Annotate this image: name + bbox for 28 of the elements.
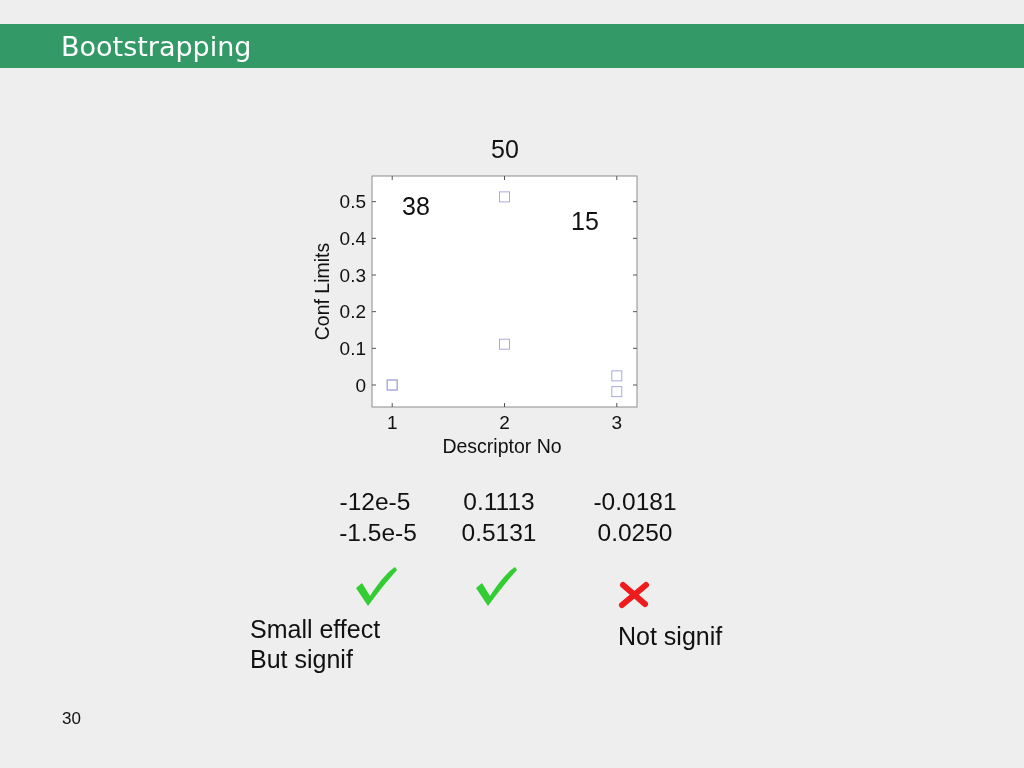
text: -12e-5	[339, 488, 411, 515]
y-axis-title: Conf Limits	[311, 242, 333, 341]
annotation: 38	[402, 192, 430, 220]
x-axis-title: Descriptor No	[442, 435, 562, 457]
point	[499, 191, 510, 203]
chart-title: Bootstrapping	[61, 31, 252, 62]
x-tick-label: 2	[499, 412, 510, 433]
point	[611, 386, 623, 398]
y-tick-label: 0.5	[339, 191, 366, 213]
text: -0.0181	[593, 488, 677, 515]
x-tick-label: 1	[386, 412, 398, 433]
text: 0.1113	[463, 488, 535, 515]
text: Small effect But signif	[250, 615, 381, 673]
text: 0.0250	[597, 519, 673, 546]
annotation: 15	[571, 207, 599, 235]
y-tick-label: 0.1	[339, 337, 366, 359]
text: 50	[491, 135, 519, 163]
y-tick-label: 0.2	[339, 301, 366, 323]
text: Not signif	[618, 622, 723, 650]
y-tick-label: 0.4	[339, 227, 367, 249]
x-tick-label: 3	[611, 412, 623, 433]
y-tick-label: 0	[355, 374, 366, 396]
y-tick-label: 0.3	[339, 264, 366, 286]
point	[499, 338, 510, 350]
text: 0.5131	[461, 519, 537, 546]
text: -1.5e-5	[339, 519, 417, 546]
point	[611, 370, 623, 382]
text: 30	[62, 709, 81, 728]
